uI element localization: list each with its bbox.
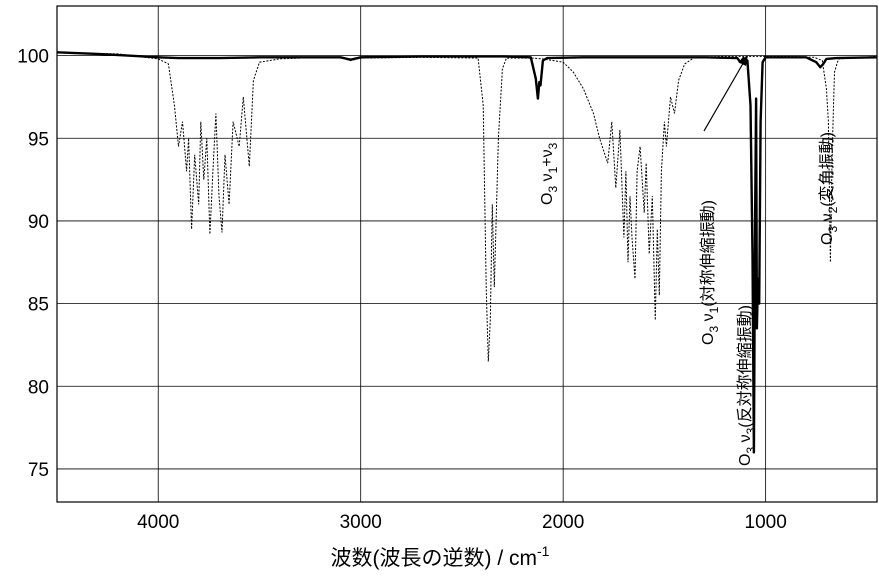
ann2-nu-sub: 1 [707, 306, 721, 313]
x-axis-label: 波数(波長の逆数) / cm-1 [331, 543, 550, 570]
ann4-o-sub: 3 [826, 226, 840, 233]
x-axis-label-text: 波数(波長の逆数) / cm [331, 547, 537, 570]
plot-frame [56, 5, 878, 503]
x-tick-label: 4000 [137, 512, 179, 533]
ann2-o: O [700, 333, 717, 345]
x-tick-label: 2000 [542, 512, 584, 533]
ann3-nu: ν [737, 434, 754, 446]
ann2-o-sub: 3 [707, 326, 721, 333]
ann1-o-sub: 3 [546, 186, 560, 193]
y-tick-labels: 75 80 85 90 95 100 [17, 47, 49, 481]
ann1-nu-sub: 1 [546, 166, 560, 173]
x-axis-label-sup: -1 [537, 543, 550, 559]
series-solid-line [56, 51, 878, 454]
annotation-v2-bending: O3 ν2(変角振動) [818, 132, 840, 245]
annotation-v1-symmetric: O3 ν1(対称伸縮振動) [699, 200, 721, 345]
x-tick-label: 1000 [745, 512, 787, 533]
annotation-v1-v3: O3 ν1+ν3 [539, 142, 560, 205]
grid-lines [57, 6, 877, 502]
annotation-arrow-head [738, 55, 748, 66]
series-group [56, 51, 878, 454]
annotation-v3-antisymmetric: O3 ν3(反対称伸縮振動) [736, 305, 758, 466]
ann4-o: O [819, 233, 836, 245]
ann1-tail-sub: 3 [546, 142, 560, 149]
ann3-nu-sub: 3 [744, 427, 758, 434]
y-tick-label: 100 [17, 47, 49, 68]
y-tick-label: 90 [28, 212, 49, 233]
y-tick-label: 85 [28, 295, 49, 316]
ann3-o-sub: 3 [744, 447, 758, 454]
y-tick-label: 95 [28, 129, 49, 150]
ann4-nu-sub: 2 [826, 206, 840, 213]
ann4-tail: (変角振動) [818, 132, 836, 207]
y-tick-label: 75 [28, 460, 49, 481]
ann2-tail: (対称伸縮振動) [699, 200, 717, 307]
x-tick-label: 3000 [340, 512, 382, 533]
ann4-nu: ν [819, 213, 836, 225]
x-tick-labels: 4000 3000 2000 1000 [137, 512, 787, 533]
ann1-tail: +ν [539, 149, 556, 166]
y-tick-label: 80 [28, 377, 49, 398]
annotation-arrow-line [703, 59, 746, 132]
series-dotted-line [56, 51, 878, 362]
ann3-o: O [737, 454, 754, 466]
ann1-o: O [539, 193, 556, 205]
ann2-nu: ν [700, 313, 717, 325]
ann1-nu: ν [539, 173, 556, 185]
ann3-tail: (反対称伸縮振動) [736, 305, 754, 428]
